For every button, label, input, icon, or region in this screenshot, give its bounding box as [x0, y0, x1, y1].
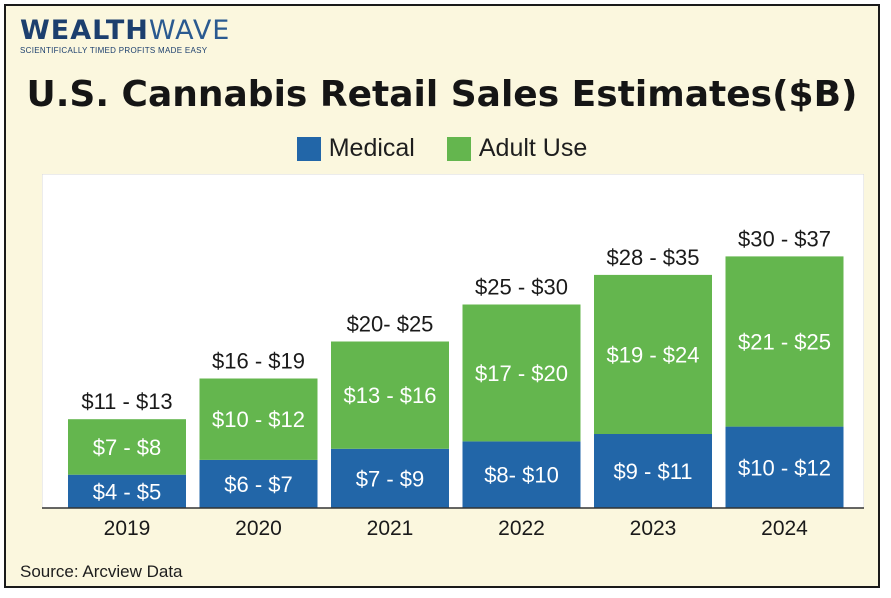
x-tick-label-2022: 2022: [498, 517, 545, 540]
data-label-total-2022: $25 - $30: [475, 275, 568, 300]
x-tick-label-2023: 2023: [630, 517, 677, 540]
legend-swatch-adult-use: [446, 136, 471, 161]
data-label-total-2020: $16 - $19: [212, 349, 305, 374]
data-label-total-2024: $30 - $37: [738, 226, 831, 251]
bar-adult-use-2021: [331, 341, 449, 449]
bar-medical-2022: [462, 441, 581, 508]
data-label-adult-use-2021: $13 - $16: [344, 383, 437, 408]
x-tick-label-2020: 2020: [235, 517, 282, 540]
bar-medical-2021: [331, 448, 449, 508]
data-label-medical-2021: $7 - $9: [356, 466, 425, 491]
data-label-medical-2024: $10 - $12: [738, 455, 831, 480]
data-label-total-2023: $28 - $35: [607, 245, 700, 270]
data-label-total-2021: $20- $25: [347, 312, 434, 337]
x-tick-label-2024: 2024: [761, 517, 808, 540]
legend-label-adult-use: Adult Use: [478, 134, 588, 162]
data-label-medical-2022: $8- $10: [484, 463, 559, 488]
bar-adult-use-2022: [462, 304, 581, 442]
bar-medical-2024: [725, 426, 844, 508]
bar-adult-use-2023: [594, 274, 712, 434]
logo-tagline: SCIENTIFICALLY TIMED PROFITS MADE EASY: [20, 46, 208, 55]
bar-medical-2020: [199, 459, 318, 508]
data-label-adult-use-2024: $21 - $25: [738, 330, 831, 355]
legend-item-medical: Medical: [296, 134, 415, 163]
data-label-medical-2020: $6 - $7: [224, 472, 293, 497]
source-note: Source: Arcview Data: [20, 562, 183, 581]
plot-area: $4 - $5 $7 - $8 $11 - $13 2019 $6 - $7 $10 - …: [41, 173, 865, 564]
data-label-total-2019: $11 - $13: [81, 389, 172, 414]
chart-title: U.S. Cannabis Retail Sales Estimates($B): [26, 74, 858, 115]
bar-adult-use-2020: [199, 378, 318, 460]
bar-medical-2019: [68, 474, 186, 508]
logo-wordmark: WEALTHWAVE: [20, 15, 231, 46]
data-label-medical-2023: $9 - $11: [613, 459, 692, 484]
legend-label-medical: Medical: [328, 134, 415, 162]
bar-adult-use-2019: [68, 419, 186, 475]
x-tick-label-2021: 2021: [367, 517, 414, 540]
legend-swatch-medical: [296, 136, 321, 161]
bar-chart-svg: $4 - $5 $7 - $8 $11 - $13 2019 $6 - $7 $10 - …: [41, 173, 865, 540]
chart-legend: Medical Adult Use: [6, 134, 878, 163]
data-label-adult-use-2020: $10 - $12: [212, 407, 305, 432]
data-label-medical-2019: $4 - $5: [93, 479, 162, 504]
x-tick-label-2019: 2019: [104, 517, 151, 540]
data-label-adult-use-2022: $17 - $20: [475, 361, 568, 386]
bar-adult-use-2024: [725, 256, 844, 427]
wealthwave-logo: WEALTHWAVE SCIENTIFICALLY TIMED PROFITS …: [20, 15, 231, 56]
bar-medical-2023: [594, 434, 712, 508]
legend-item-adult-use: Adult Use: [446, 134, 588, 163]
data-label-adult-use-2023: $19 - $24: [607, 342, 700, 367]
data-label-adult-use-2019: $7 - $8: [93, 435, 162, 460]
chart-frame: WEALTHWAVE SCIENTIFICALLY TIMED PROFITS …: [4, 4, 880, 588]
